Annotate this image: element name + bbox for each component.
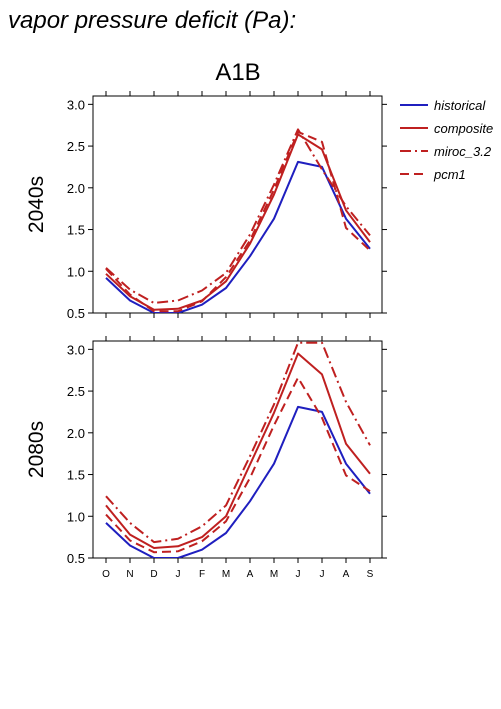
series-group [105, 128, 371, 313]
y-tick-label: 2.0 [67, 181, 85, 196]
x-tick-label: M [222, 569, 230, 580]
y-tick-label: 1.5 [67, 468, 85, 483]
series-line-composite [105, 133, 371, 311]
chart-legend: historical composite miroc_3.2 pcm1 [400, 98, 493, 182]
x-tick-label: A [343, 569, 350, 580]
x-tick-label: S [367, 569, 374, 580]
scenario-label: A1B [215, 59, 260, 86]
series-line-pcm1 [105, 130, 371, 313]
x-tick-label: O [102, 569, 110, 580]
legend-entry-miroc_3.2: miroc_3.2 [434, 144, 492, 159]
y-tick-label: 1.0 [67, 264, 85, 279]
x-tick-label: D [150, 569, 157, 580]
panel-2080s: 0.5 1.0 1.5 2.0 2.5 3.0 O N D J F M A M J J A S 2080s [25, 336, 387, 580]
series-line-pcm1 [105, 376, 371, 554]
panel-2040s: 0.5 1.0 1.5 2.0 2.5 3.0 2040s [25, 91, 387, 321]
x-tick-label: J [176, 569, 181, 580]
x-tick-label: M [270, 569, 278, 580]
y-tick-label: 3.0 [67, 342, 85, 357]
series-line-miroc_3.2 [105, 341, 371, 544]
x-tick-label: F [199, 569, 205, 580]
panel-label: 2040s [25, 176, 48, 233]
y-tick-label: 2.5 [67, 384, 85, 399]
series-line-historical [105, 160, 371, 313]
series-group [105, 341, 371, 558]
series-line-composite [105, 352, 371, 549]
y-tick-label: 2.0 [67, 426, 85, 441]
x-tick-label: J [296, 569, 301, 580]
series-line-miroc_3.2 [105, 128, 371, 304]
figure-title: vapor pressure deficit (Pa): [8, 7, 296, 34]
legend-entry-historical: historical [434, 98, 486, 113]
y-tick-label: 2.5 [67, 139, 85, 154]
y-tick-label: 3.0 [67, 97, 85, 112]
panel-label: 2080s [25, 421, 48, 478]
y-tick-label: 1.0 [67, 509, 85, 524]
y-tick-label: 1.5 [67, 223, 85, 238]
chart-panels: 0.5 1.0 1.5 2.0 2.5 3.0 2040s 0.5 1.0 1.5 2.0 2.5 3.… [25, 91, 387, 580]
y-tick-label: 0.5 [67, 551, 85, 566]
x-tick-label: J [320, 569, 325, 580]
legend-entry-pcm1: pcm1 [433, 167, 466, 182]
series-line-historical [105, 405, 371, 558]
x-tick-label: A [247, 569, 254, 580]
y-tick-label: 0.5 [67, 306, 85, 321]
plot-frame [92, 95, 383, 314]
x-tick-label: N [126, 569, 133, 580]
plot-frame [92, 340, 383, 559]
legend-entry-composite: composite [434, 121, 493, 136]
